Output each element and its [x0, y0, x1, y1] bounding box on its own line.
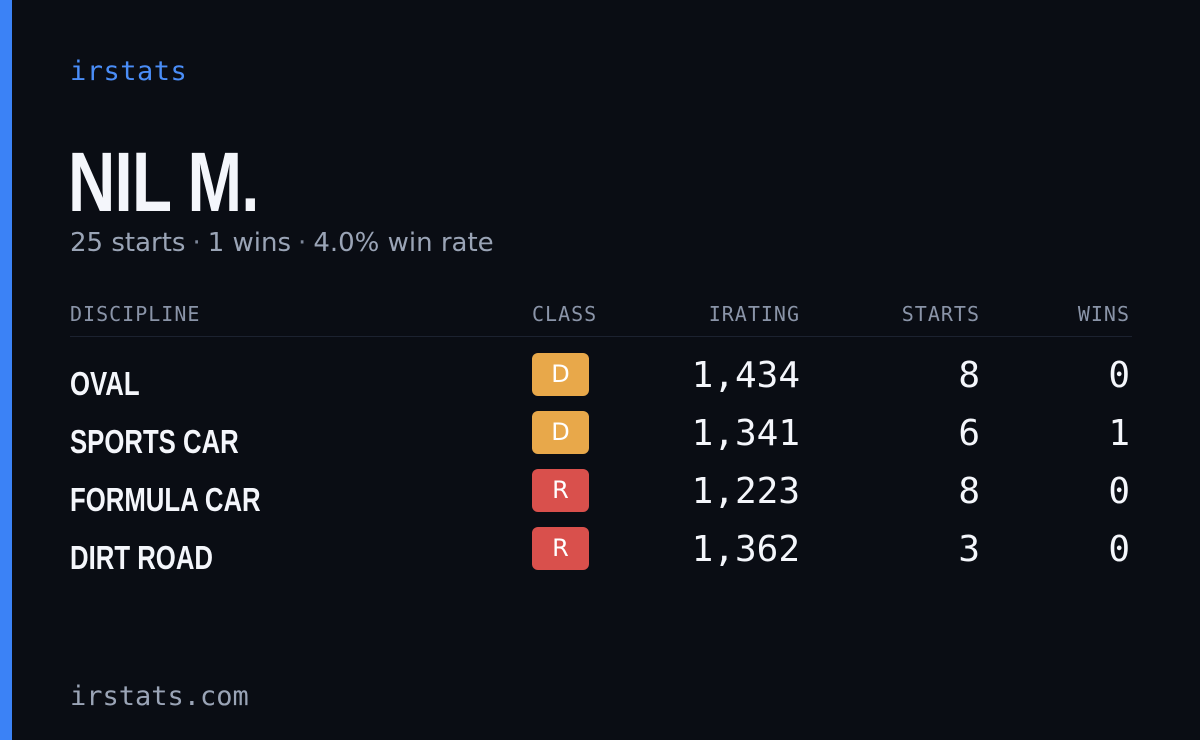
class-badge: D: [532, 353, 589, 396]
wins-value: 0: [1108, 471, 1130, 512]
starts-value: 3: [958, 529, 980, 570]
starts-value: 8: [958, 471, 980, 512]
player-summary: 25 starts · 1 wins · 4.0% win rate: [70, 228, 494, 258]
table-row: DIRT ROAD R 1,362 3 0: [70, 527, 1132, 585]
stats-table: DISCIPLINE CLASS IRATING STARTS WINS OVA…: [70, 296, 1132, 585]
summary-separator: ·: [298, 228, 307, 258]
player-name: NIL M.: [68, 135, 259, 229]
table-row: OVAL D 1,434 8 0: [70, 353, 1132, 411]
summary-separator: ·: [192, 228, 201, 258]
accent-bar: [0, 0, 12, 740]
header-irating: IRATING: [708, 302, 800, 326]
header-wins: WINS: [1077, 302, 1130, 326]
wins-value: 0: [1108, 529, 1130, 570]
irating-value: 1,341: [691, 413, 800, 454]
class-badge: R: [532, 469, 589, 512]
footer-url[interactable]: irstats.com: [70, 681, 249, 712]
class-badge: R: [532, 527, 589, 570]
header-class: CLASS: [532, 302, 598, 326]
header-discipline: DISCIPLINE: [70, 302, 201, 326]
discipline-name: FORMULA CAR: [70, 481, 261, 518]
irating-value: 1,223: [691, 471, 800, 512]
irating-value: 1,362: [691, 529, 800, 570]
table-body: OVAL D 1,434 8 0 SPORTS CAR D 1,341 6 1 …: [70, 353, 1132, 585]
starts-value: 8: [958, 355, 980, 396]
wins-value: 0: [1108, 355, 1130, 396]
table-row: FORMULA CAR R 1,223 8 0: [70, 469, 1132, 527]
irating-value: 1,434: [691, 355, 800, 396]
table-header: DISCIPLINE CLASS IRATING STARTS WINS: [70, 296, 1132, 337]
brand-logo: irstats: [70, 56, 188, 87]
starts-value: 6: [958, 413, 980, 454]
table-row: SPORTS CAR D 1,341 6 1: [70, 411, 1132, 469]
discipline-name: DIRT ROAD: [70, 539, 213, 576]
discipline-name: SPORTS CAR: [70, 423, 239, 460]
wins-value: 1: [1108, 413, 1130, 454]
winrate-summary: 4.0% win rate: [313, 228, 494, 258]
wins-summary: 1 wins: [207, 228, 292, 258]
discipline-name: OVAL: [70, 365, 140, 402]
header-starts: STARTS: [901, 302, 980, 326]
class-badge: D: [532, 411, 589, 454]
starts-summary: 25 starts: [70, 228, 186, 258]
